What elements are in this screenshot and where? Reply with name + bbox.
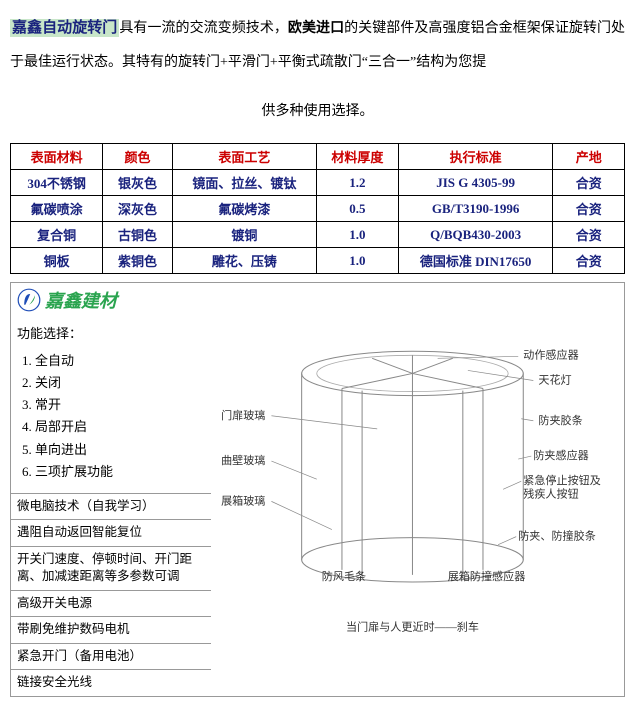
table-cell: 银灰色 — [103, 170, 172, 196]
table-row: 铜板紫铜色雕花、压铸1.0德国标准 DIN17650合资 — [11, 248, 625, 274]
highlight-import: 欧美进口 — [288, 21, 344, 36]
feature-row: 链接安全光线 — [11, 669, 211, 696]
table-header: 颜色 — [103, 144, 172, 170]
table-cell: Q/BQB430-2003 — [398, 222, 553, 248]
table-row: 氟碳喷涂深灰色氟碳烤漆0.5GB/T3190-1996合资 — [11, 196, 625, 222]
table-cell: 雕花、压铸 — [172, 248, 316, 274]
feature-row: 开关门速度、停顿时间、开门距离、加减速距离等多参数可调 — [11, 546, 211, 590]
diagram-label: 动作感应器 — [523, 348, 578, 362]
lower-box: 嘉鑫建材 功能选择： 全自动关闭常开局部开启单向进出三项扩展功能 微电脑技术（自… — [10, 282, 625, 697]
table-header: 产地 — [553, 144, 625, 170]
feature-row: 遇阻自动返回智能复位 — [11, 519, 211, 546]
table-cell: 0.5 — [316, 196, 398, 222]
list-item: 局部开启 — [35, 416, 211, 438]
table-cell: 氟碳喷涂 — [11, 196, 103, 222]
table-cell: 铜板 — [11, 248, 103, 274]
table-header: 表面材料 — [11, 144, 103, 170]
table-cell: 复合铜 — [11, 222, 103, 248]
diagram-label: 曲壁玻璃 — [221, 453, 265, 467]
table-cell: 合资 — [553, 196, 625, 222]
diagram-label: 防夹胶条 — [538, 413, 582, 427]
table-row: 复合铜古铜色镀铜1.0Q/BQB430-2003合资 — [11, 222, 625, 248]
table-cell: 合资 — [553, 248, 625, 274]
table-header: 表面工艺 — [172, 144, 316, 170]
feature-row: 微电脑技术（自我学习） — [11, 493, 211, 520]
diagram-label: 天花灯 — [538, 374, 571, 387]
table-cell: 镜面、拉丝、镀钛 — [172, 170, 316, 196]
feature-row: 紧急开门（备用电池） — [11, 643, 211, 670]
diagram-label: 紧急停止按钮及 — [523, 473, 601, 487]
table-cell: 304不锈钢 — [11, 170, 103, 196]
table-cell: 深灰色 — [103, 196, 172, 222]
table-cell: 镀铜 — [172, 222, 316, 248]
table-header: 材料厚度 — [316, 144, 398, 170]
list-item: 关闭 — [35, 372, 211, 394]
table-cell: GB/T3190-1996 — [398, 196, 553, 222]
list-item: 常开 — [35, 394, 211, 416]
table-row: 304不锈钢银灰色镜面、拉丝、镀钛1.2JIS G 4305-99合资 — [11, 170, 625, 196]
material-table: 表面材料颜色表面工艺材料厚度执行标准产地 304不锈钢银灰色镜面、拉丝、镀钛1.… — [10, 143, 625, 274]
function-title: 功能选择： — [11, 317, 211, 346]
highlight-brand: 嘉鑫自动旋转门 — [10, 19, 119, 37]
table-cell: 德国标准 DIN17650 — [398, 248, 553, 274]
intro-last-line: 供多种使用选择。 — [10, 95, 625, 129]
table-cell: 古铜色 — [103, 222, 172, 248]
logo-row: 嘉鑫建材 — [11, 283, 211, 317]
table-header: 执行标准 — [398, 144, 553, 170]
left-column: 嘉鑫建材 功能选择： 全自动关闭常开局部开启单向进出三项扩展功能 微电脑技术（自… — [11, 283, 211, 696]
list-item: 单向进出 — [35, 439, 211, 461]
diagram-label: 展箱防撞感应器 — [448, 569, 526, 583]
intro-seg1: 具有一流的交流变频技术， — [119, 21, 288, 36]
diagram-column: 门扉玻璃曲壁玻璃展箱玻璃 动作感应器天花灯防夹胶条防夹感应器紧急停止按钮及残疾人按… — [211, 283, 624, 696]
table-cell: JIS G 4305-99 — [398, 170, 553, 196]
table-cell: 1.0 — [316, 222, 398, 248]
table-cell: 紫铜色 — [103, 248, 172, 274]
feature-row: 高级开关电源 — [11, 590, 211, 617]
logo-icon — [17, 288, 41, 312]
diagram-label: 防风毛条 — [322, 569, 366, 583]
feature-row: 带刷免维护数码电机 — [11, 616, 211, 643]
list-item: 全自动 — [35, 350, 211, 372]
table-cell: 1.2 — [316, 170, 398, 196]
table-cell: 合资 — [553, 170, 625, 196]
table-cell: 1.0 — [316, 248, 398, 274]
diagram-label: 展箱玻璃 — [221, 494, 265, 508]
diagram-label: 门扉玻璃 — [221, 408, 265, 422]
table-cell: 合资 — [553, 222, 625, 248]
logo-text: 嘉鑫建材 — [45, 287, 117, 313]
revolving-door-diagram: 门扉玻璃曲壁玻璃展箱玻璃 动作感应器天花灯防夹胶条防夹感应器紧急停止按钮及残疾人按… — [211, 283, 624, 696]
diagram-label: 防夹、防撞胶条 — [518, 529, 596, 543]
diagram-label: 残疾人按钮 — [523, 487, 578, 501]
diagram-caption: 当门扉与人更近时——刹车 — [346, 619, 479, 633]
table-cell: 氟碳烤漆 — [172, 196, 316, 222]
list-item: 三项扩展功能 — [35, 461, 211, 483]
intro-paragraph: 嘉鑫自动旋转门具有一流的交流变频技术，欧美进口的关键部件及高强度铝合金框架保证旋… — [10, 10, 625, 80]
diagram-label: 防夹感应器 — [533, 448, 588, 462]
function-list: 全自动关闭常开局部开启单向进出三项扩展功能 — [17, 350, 211, 483]
